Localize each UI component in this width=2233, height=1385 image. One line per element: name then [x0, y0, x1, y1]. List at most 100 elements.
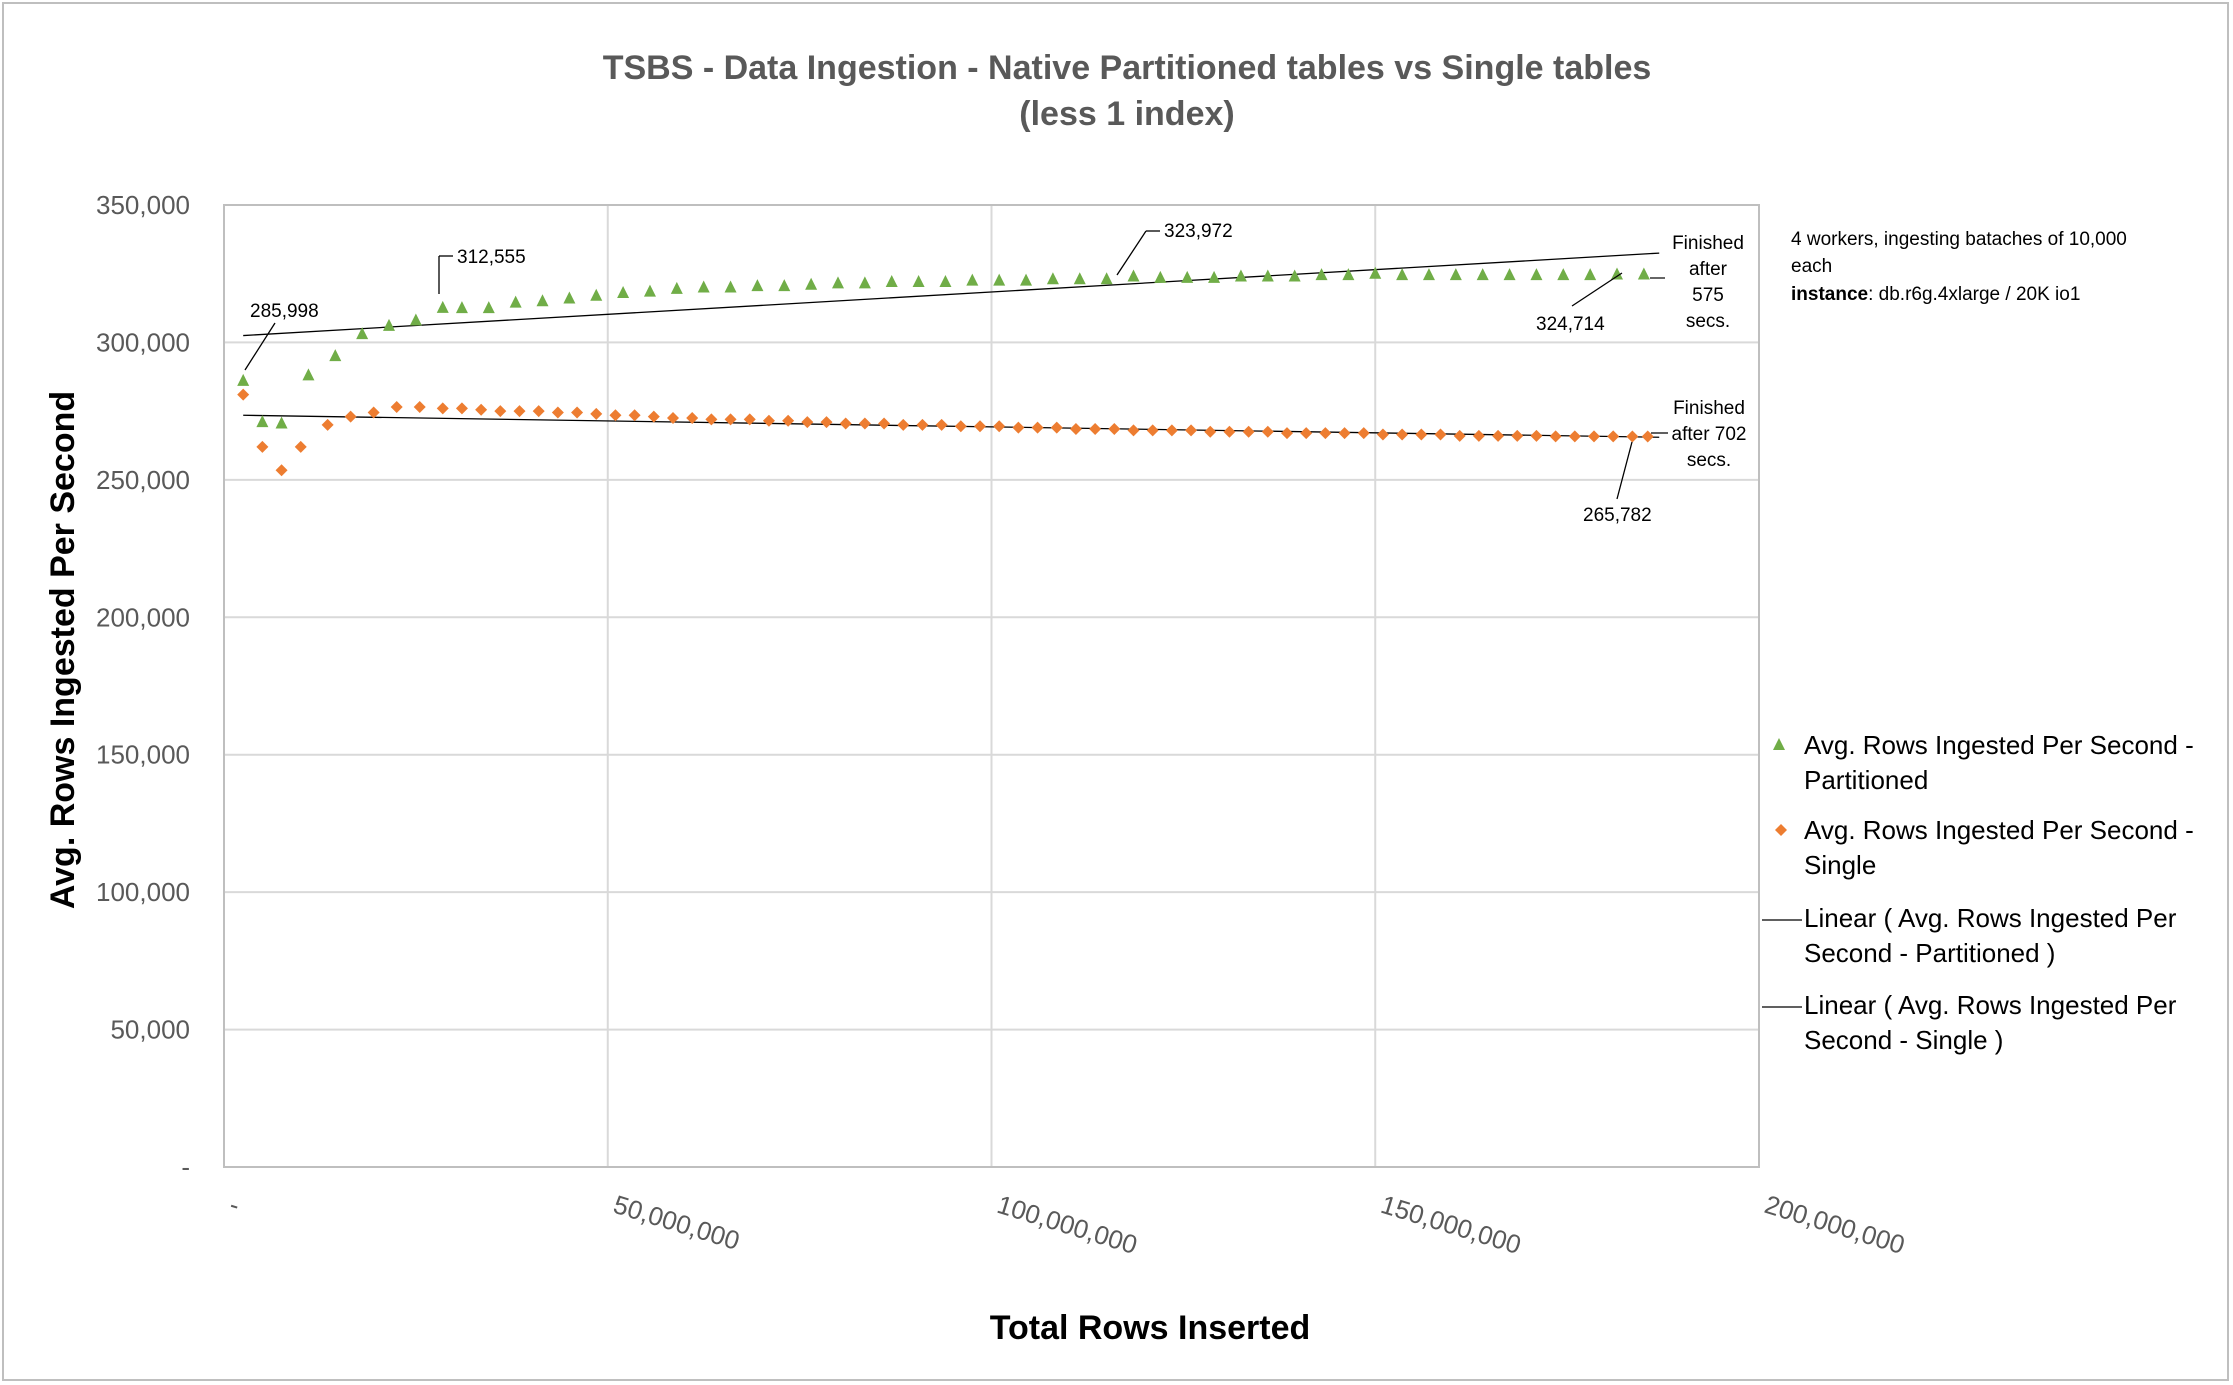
data-points — [237, 266, 1654, 477]
finish-note-line: secs. — [1686, 311, 1730, 332]
legend-label: Single — [1804, 850, 1876, 880]
single-point — [494, 405, 507, 418]
single-point — [801, 416, 814, 429]
partitioned-point — [1369, 266, 1382, 279]
partitioned-point — [966, 273, 979, 286]
single-point — [1319, 427, 1332, 440]
single-point — [1204, 425, 1217, 438]
single-point — [1568, 430, 1581, 443]
single-point — [1453, 429, 1466, 442]
info-line-3-rest: : db.r6g.4xlarge / 20K io1 — [1868, 284, 2080, 305]
legend-label: Avg. Rows Ingested Per Second - — [1804, 815, 2194, 845]
partitioned-point — [1396, 268, 1409, 281]
partitioned-point — [436, 300, 449, 313]
annotation-leader — [1116, 230, 1147, 276]
single-point — [1031, 421, 1044, 434]
legend-label: Linear ( Avg. Rows Ingested Per — [1804, 903, 2177, 933]
partitioned-point — [1073, 272, 1086, 285]
partitioned-point — [1637, 267, 1650, 280]
single-point — [1242, 425, 1255, 438]
single-point — [436, 402, 449, 415]
partitioned-point — [509, 295, 522, 308]
single-point — [590, 407, 603, 420]
y-tick-label: 150,000 — [96, 740, 190, 770]
single-point — [1185, 424, 1198, 437]
partitioned-point — [617, 285, 630, 298]
partitioned-point — [1127, 269, 1140, 282]
data-label: 323,972 — [1164, 221, 1233, 242]
single-point — [413, 401, 426, 414]
single-point — [1376, 428, 1389, 441]
partitioned-point — [383, 318, 396, 331]
partitioned-point — [1261, 269, 1274, 282]
partitioned-point — [237, 373, 250, 386]
trendline — [243, 414, 1660, 438]
single-point — [1338, 427, 1351, 440]
single-point — [1530, 429, 1543, 442]
y-axis-label: Avg. Rows Ingested Per Second — [44, 391, 82, 909]
single-point — [1108, 423, 1121, 436]
partitioned-point — [256, 415, 269, 428]
single-point — [344, 410, 357, 423]
single-point — [1587, 430, 1600, 443]
single-point — [1280, 427, 1293, 440]
annotation-leader — [244, 322, 276, 371]
single-point — [275, 464, 288, 477]
y-tick-label: 50,000 — [110, 1015, 190, 1045]
single-point — [367, 406, 380, 419]
finish-note: Finished after 702 secs. — [1672, 398, 1747, 471]
chart-title: TSBS - Data Ingestion - Native Partition… — [603, 49, 1652, 87]
single-point — [935, 418, 948, 431]
finish-note: Finished after 575 secs. — [1672, 233, 1744, 332]
single-point — [1223, 425, 1236, 438]
x-axis-label: Total Rows Inserted — [990, 1309, 1311, 1347]
single-point — [820, 416, 833, 429]
legend: Avg. Rows Ingested Per Second - Partition… — [1762, 730, 2194, 1055]
single-point — [705, 413, 718, 426]
trendline — [243, 252, 1660, 337]
y-tick-label: 350,000 — [96, 190, 190, 220]
single-point — [878, 417, 891, 430]
single-point — [839, 417, 852, 430]
single-point — [1165, 424, 1178, 437]
single-point — [1549, 430, 1562, 443]
partitioned-point — [356, 327, 369, 340]
partitioned-point — [1100, 272, 1113, 285]
partitioned-point — [563, 291, 576, 304]
x-tick-label: - — [226, 1189, 243, 1220]
partitioned-point — [670, 281, 683, 294]
data-annotations: 285,998 312,555 323,972 324,714 265,782 — [244, 221, 1652, 526]
single-point — [647, 410, 660, 423]
info-box: 4 workers, ingesting bataches of 10,000 … — [1791, 229, 2127, 305]
single-point — [256, 440, 269, 453]
partitioned-point — [1449, 268, 1462, 281]
partitioned-point — [1234, 269, 1247, 282]
single-point — [762, 414, 775, 427]
partitioned-point — [1288, 269, 1301, 282]
partitioned-point — [1530, 268, 1543, 281]
partitioned-point — [1046, 272, 1059, 285]
legend-marker-single — [1775, 824, 1787, 836]
single-point — [513, 405, 526, 418]
info-line-2: each — [1791, 256, 1832, 277]
partitioned-point — [993, 273, 1006, 286]
x-tick-label: 200,000,000 — [1761, 1189, 1908, 1260]
single-point — [294, 440, 307, 453]
partitioned-point — [805, 277, 818, 290]
single-point — [475, 403, 488, 416]
partitioned-point — [1208, 270, 1221, 283]
partitioned-point — [455, 301, 468, 314]
partitioned-point — [482, 301, 495, 314]
partitioned-point — [1584, 268, 1597, 281]
single-point — [993, 420, 1006, 433]
legend-label: Linear ( Avg. Rows Ingested Per — [1804, 990, 2177, 1020]
single-point — [390, 401, 403, 414]
single-point — [743, 413, 756, 426]
data-label: 285,998 — [250, 301, 319, 322]
finish-notes: Finished after 575 secs. Finished after 702 se… — [1650, 233, 1747, 471]
partitioned-point — [885, 274, 898, 287]
single-point — [1415, 428, 1428, 441]
finish-note-line: after 702 — [1672, 424, 1747, 445]
y-tick-label: 200,000 — [96, 602, 190, 632]
